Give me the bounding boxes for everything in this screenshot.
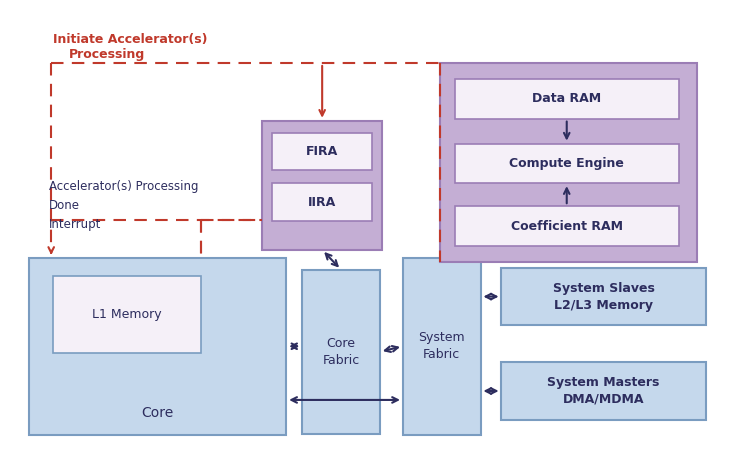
Text: Coefficient RAM: Coefficient RAM: [511, 219, 623, 232]
Bar: [440, 63, 697, 262]
Text: IIRA: IIRA: [308, 196, 336, 209]
Bar: [403, 258, 480, 435]
Bar: [501, 362, 705, 420]
Bar: [455, 206, 679, 246]
Text: Accelerator(s) Processing
Done
Interrupt: Accelerator(s) Processing Done Interrupt: [49, 180, 199, 231]
Bar: [29, 258, 287, 435]
Text: L1 Memory: L1 Memory: [92, 308, 162, 321]
Text: FIRA: FIRA: [306, 145, 338, 158]
Bar: [455, 143, 679, 183]
Bar: [501, 268, 705, 326]
Bar: [262, 121, 382, 250]
Text: Processing: Processing: [69, 48, 145, 60]
Text: Core: Core: [142, 406, 174, 420]
Text: Data RAM: Data RAM: [532, 92, 602, 105]
Bar: [455, 79, 679, 118]
Text: Core
Fabric: Core Fabric: [322, 337, 360, 367]
Text: Initiate Accelerator(s): Initiate Accelerator(s): [53, 33, 208, 46]
Text: Compute Engine: Compute Engine: [510, 157, 624, 170]
Text: System Slaves
L2/L3 Memory: System Slaves L2/L3 Memory: [553, 281, 654, 311]
Bar: [273, 183, 372, 221]
Bar: [302, 270, 380, 434]
Bar: [273, 133, 372, 170]
Text: System
Fabric: System Fabric: [418, 331, 465, 361]
Bar: [53, 276, 200, 353]
Text: System Masters
DMA/MDMA: System Masters DMA/MDMA: [548, 376, 660, 406]
